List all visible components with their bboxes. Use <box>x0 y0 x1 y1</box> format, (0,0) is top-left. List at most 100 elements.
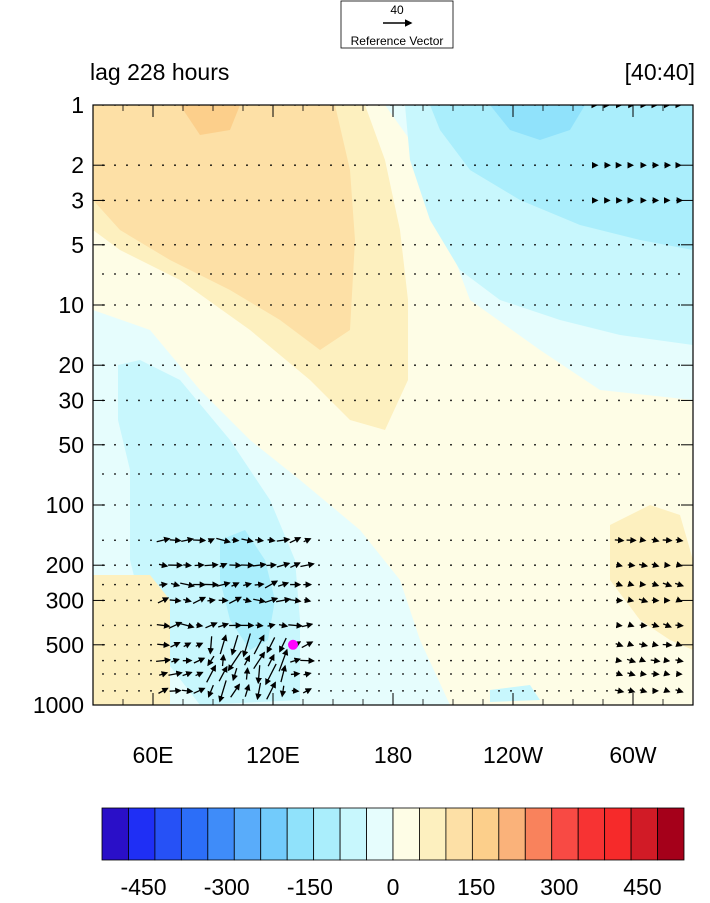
vector-dot <box>246 164 248 166</box>
vector-dot <box>342 584 344 586</box>
vector-dot <box>270 400 272 402</box>
vector-dot <box>186 164 188 166</box>
vector-dot <box>222 164 224 166</box>
y-tick-label: 100 <box>46 492 84 518</box>
vector-dot <box>174 244 176 246</box>
vector-dot <box>294 304 296 306</box>
vector-dot <box>630 304 632 306</box>
vector-dot <box>546 200 548 202</box>
vector-dot <box>426 600 428 602</box>
vector-dot <box>318 273 320 275</box>
vector-dot <box>354 504 356 506</box>
vector-dot <box>114 164 116 166</box>
vector-dot <box>342 244 344 246</box>
vector-dot <box>666 364 668 366</box>
colorbar-swatch <box>102 808 128 860</box>
vector-dot <box>150 673 152 675</box>
vector-dot <box>534 690 536 692</box>
vector-dot <box>510 164 512 166</box>
vector-dot <box>558 660 560 662</box>
vector-dot <box>462 244 464 246</box>
vector-dot <box>330 584 332 586</box>
vector-dot <box>114 564 116 566</box>
vector-dot <box>498 244 500 246</box>
reference-vector-label: Reference Vector <box>351 34 444 48</box>
vector-dot <box>330 200 332 202</box>
vector-dot <box>126 164 128 166</box>
vector-dot <box>390 644 392 646</box>
vector-dot <box>450 400 452 402</box>
vector-dot <box>210 444 212 446</box>
y-tick-label: 50 <box>58 432 84 458</box>
vector-dot <box>546 304 548 306</box>
vector-dot <box>138 504 140 506</box>
vector-dot <box>342 564 344 566</box>
vector-dot <box>582 644 584 646</box>
vector-dot <box>126 673 128 675</box>
vector-dot <box>582 600 584 602</box>
vector-dot <box>642 473 644 475</box>
vector-dot <box>594 304 596 306</box>
vector-dot <box>678 444 680 446</box>
colorbar-swatch <box>631 808 657 860</box>
vector-dot <box>318 690 320 692</box>
vector-dot <box>594 690 596 692</box>
colorbar-swatch <box>367 808 393 860</box>
vector-dot <box>150 304 152 306</box>
vector-dot <box>426 539 428 541</box>
vector-dot <box>402 600 404 602</box>
vector-arrow <box>640 625 647 626</box>
vector-dot <box>390 164 392 166</box>
vector-dot <box>258 273 260 275</box>
vector-dot <box>114 444 116 446</box>
vector-dot <box>114 690 116 692</box>
colorbar-swatch <box>181 808 207 860</box>
vector-dot <box>510 444 512 446</box>
vector-dot <box>378 164 380 166</box>
vector-dot <box>534 625 536 627</box>
vector-dot <box>522 690 524 692</box>
vector-dot <box>414 304 416 306</box>
vector-dot <box>150 444 152 446</box>
vector-dot <box>570 690 572 692</box>
vector-dot <box>366 504 368 506</box>
vector-dot <box>426 564 428 566</box>
vector-arrow <box>615 540 623 541</box>
vector-dot <box>522 200 524 202</box>
vector-dot <box>282 200 284 202</box>
vector-dot <box>282 400 284 402</box>
vector-dot <box>474 444 476 446</box>
vector-dot <box>318 444 320 446</box>
vector-dot <box>198 164 200 166</box>
vector-dot <box>438 600 440 602</box>
vector-dot <box>174 304 176 306</box>
vector-dot <box>330 400 332 402</box>
vector-dot <box>354 584 356 586</box>
vector-dot <box>618 504 620 506</box>
vector-dot <box>402 673 404 675</box>
vector-dot <box>210 400 212 402</box>
vector-dot <box>498 164 500 166</box>
vector-dot <box>354 625 356 627</box>
vector-dot <box>378 625 380 627</box>
vector-dot <box>666 473 668 475</box>
vector-dot <box>162 400 164 402</box>
vector-dot <box>426 364 428 366</box>
vector-dot <box>486 273 488 275</box>
vector-dot <box>534 644 536 646</box>
vector-dot <box>138 400 140 402</box>
vector-dot <box>486 625 488 627</box>
vector-dot <box>174 504 176 506</box>
vector-arrow <box>292 691 298 692</box>
vector-dot <box>438 584 440 586</box>
vector-dot <box>126 444 128 446</box>
vector-dot <box>378 690 380 692</box>
vector-dot <box>306 164 308 166</box>
vector-dot <box>498 690 500 692</box>
vector-dot <box>366 200 368 202</box>
vector-dot <box>522 644 524 646</box>
vector-dot <box>498 444 500 446</box>
vector-dot <box>462 660 464 662</box>
vector-dot <box>150 473 152 475</box>
